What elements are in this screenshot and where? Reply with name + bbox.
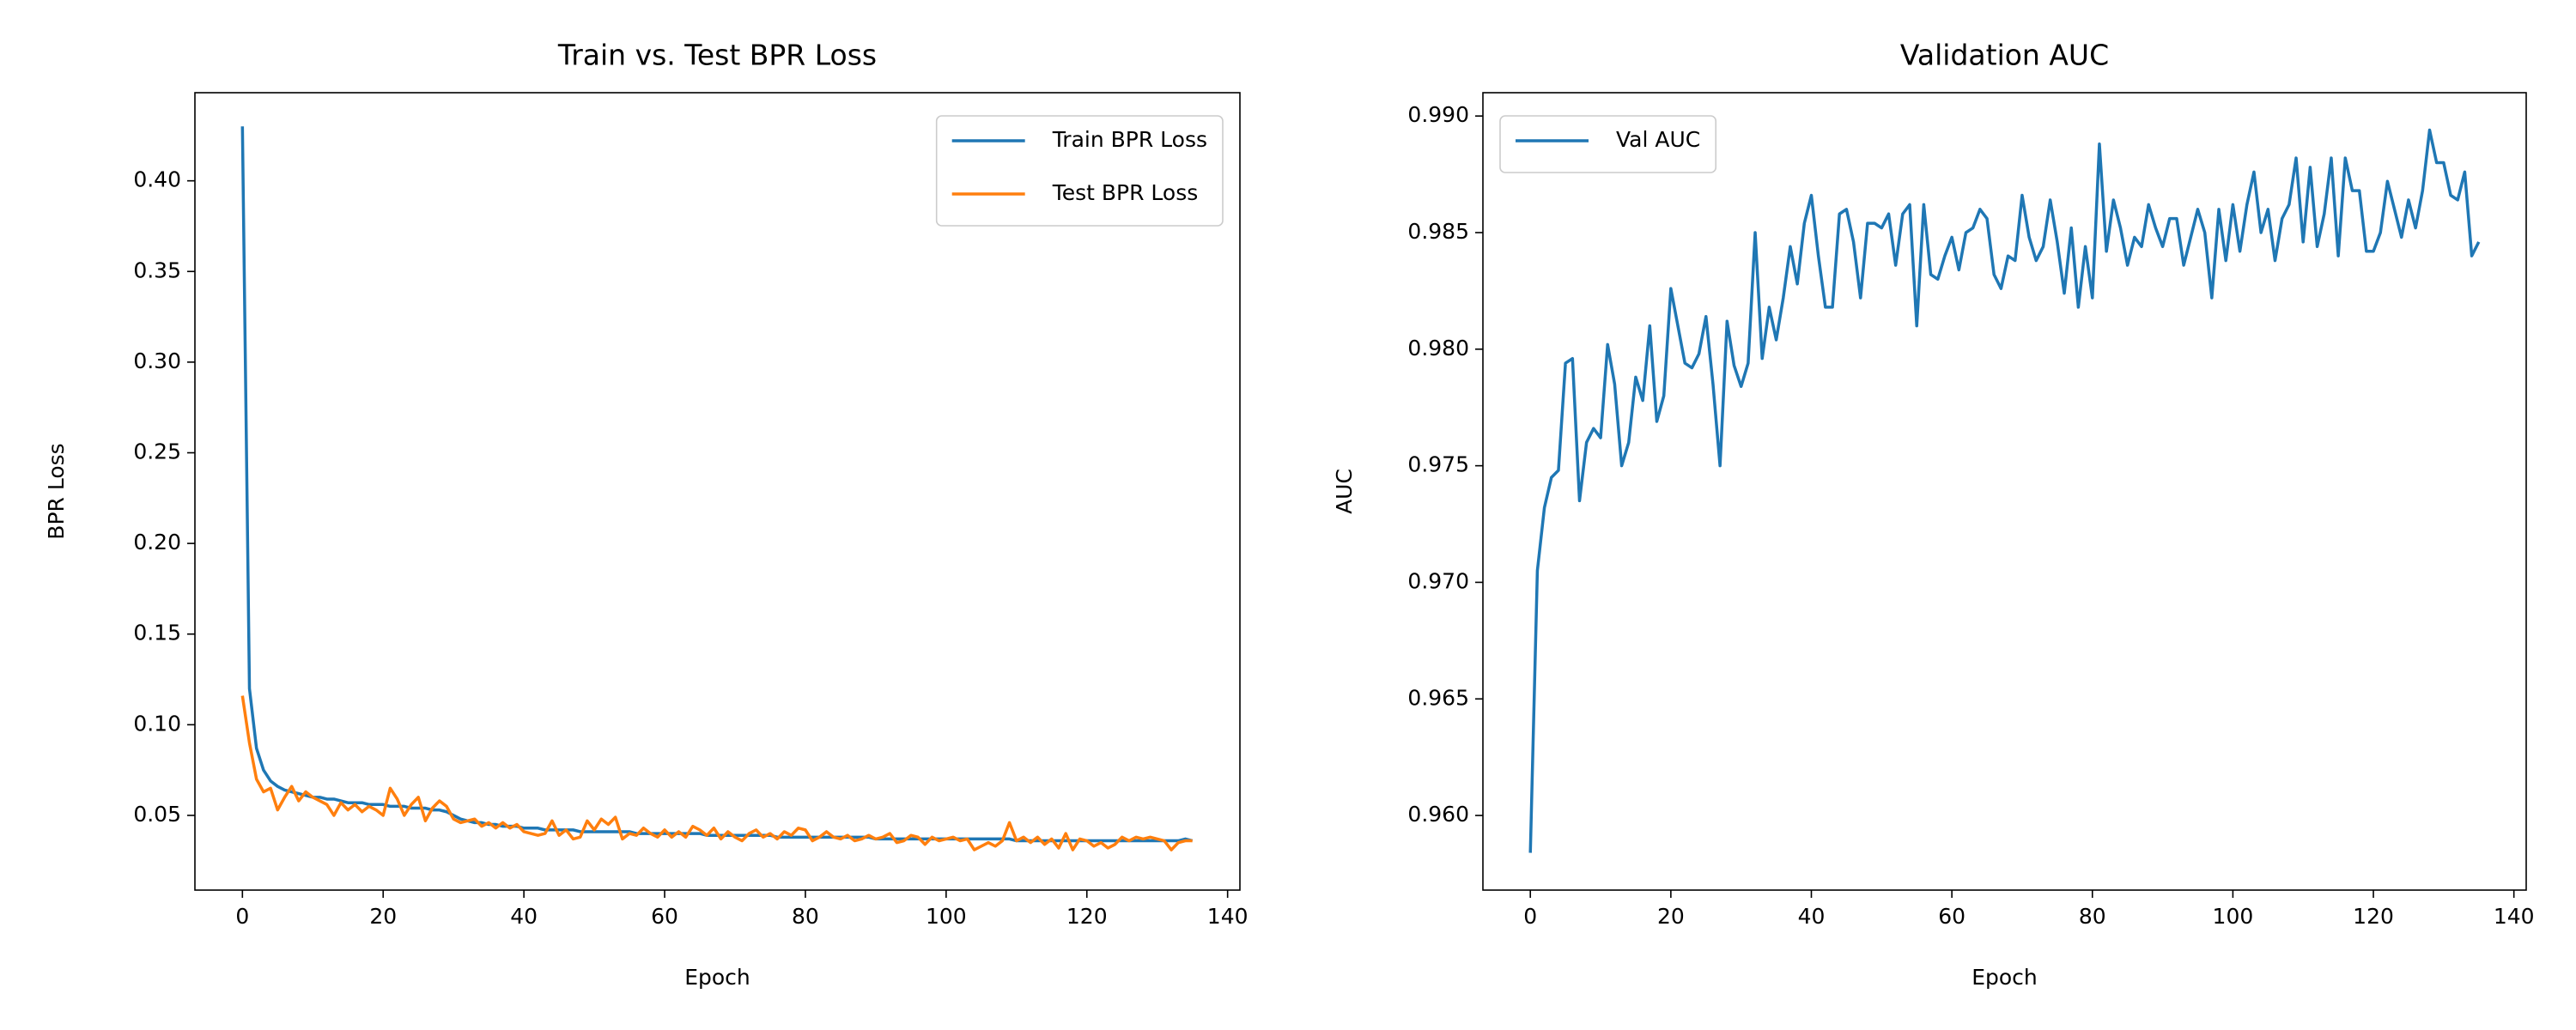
y-tick-label: 0.40 xyxy=(133,167,181,192)
x-tick-label: 40 xyxy=(510,904,538,929)
y-tick-label: 0.05 xyxy=(133,802,181,827)
y-tick-label: 0.10 xyxy=(133,711,181,736)
legend-frame xyxy=(1499,115,1717,173)
x-tick-label: 80 xyxy=(2079,904,2106,929)
x-tick-label: 120 xyxy=(2353,904,2394,929)
y-tick-label: 0.990 xyxy=(1407,102,1469,127)
plot-frame xyxy=(194,92,1241,891)
chart-title: Train vs. Test BPR Loss xyxy=(557,39,877,72)
legend-frame xyxy=(935,115,1224,227)
plot-frame xyxy=(1482,92,2527,891)
x-tick-label: 60 xyxy=(1938,904,1965,929)
x-tick-label: 20 xyxy=(369,904,397,929)
y-tick-label: 0.25 xyxy=(133,439,181,464)
x-tick-label: 100 xyxy=(2213,904,2254,929)
chart-title: Validation AUC xyxy=(1900,39,2109,72)
legend-label: Val AUC xyxy=(1616,127,1700,152)
y-tick-label: 0.20 xyxy=(133,530,181,554)
legend: Train BPR Loss Test BPR Loss xyxy=(935,115,1224,227)
x-tick-label: 0 xyxy=(1523,904,1537,929)
x-tick-label: 40 xyxy=(1798,904,1826,929)
y-tick-label: 0.970 xyxy=(1407,568,1469,593)
y-tick-label: 0.965 xyxy=(1407,685,1469,710)
x-tick-label: 140 xyxy=(2494,904,2535,929)
series-line xyxy=(240,695,1193,851)
y-tick-label: 0.980 xyxy=(1407,336,1469,360)
y-tick-label: 0.15 xyxy=(133,621,181,645)
x-axis-label: Epoch xyxy=(1971,965,2038,990)
x-tick-label: 80 xyxy=(792,904,819,929)
legend-label: Test BPR Loss xyxy=(1052,180,1199,205)
series-line xyxy=(1528,128,2481,853)
x-tick-label: 60 xyxy=(651,904,678,929)
legend-label: Train BPR Loss xyxy=(1052,127,1207,152)
x-axis-label: Epoch xyxy=(684,965,750,990)
x-tick-label: 140 xyxy=(1207,904,1249,929)
x-tick-label: 0 xyxy=(235,904,249,929)
x-tick-label: 120 xyxy=(1066,904,1108,929)
legend: Val AUC xyxy=(1499,115,1717,173)
y-axis-label: BPR Loss xyxy=(44,443,69,539)
y-tick-label: 0.960 xyxy=(1407,802,1469,827)
y-tick-label: 0.30 xyxy=(133,348,181,373)
x-tick-label: 20 xyxy=(1657,904,1685,929)
y-tick-label: 0.35 xyxy=(133,258,181,282)
x-tick-label: 100 xyxy=(926,904,967,929)
y-tick-label: 0.985 xyxy=(1407,219,1469,244)
y-tick-label: 0.975 xyxy=(1407,452,1469,477)
y-axis-label: AUC xyxy=(1332,469,1357,514)
series-line xyxy=(240,126,1194,843)
